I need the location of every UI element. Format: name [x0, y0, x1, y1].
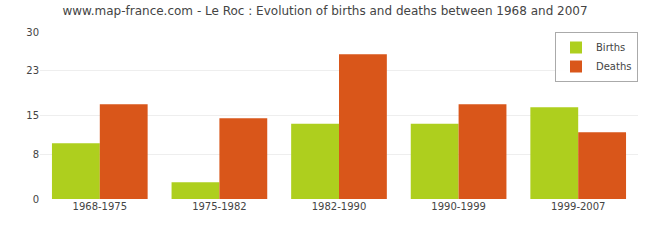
svg-text:1999-2007: 1999-2007 [551, 201, 606, 212]
svg-text:8: 8 [33, 149, 39, 160]
svg-text:www.map-france.com - Le Roc :: www.map-france.com - Le Roc : Evolution … [62, 4, 587, 18]
svg-text:Births: Births [596, 42, 625, 53]
svg-text:Deaths: Deaths [596, 61, 631, 72]
svg-text:1990-1999: 1990-1999 [431, 201, 486, 212]
svg-text:1975-1982: 1975-1982 [192, 201, 247, 212]
svg-text:23: 23 [26, 65, 39, 76]
svg-text:15: 15 [26, 110, 39, 121]
svg-text:1982-1990: 1982-1990 [312, 201, 367, 212]
svg-text:30: 30 [26, 27, 39, 38]
svg-text:0: 0 [33, 194, 39, 205]
svg-text:1968-1975: 1968-1975 [73, 201, 128, 212]
